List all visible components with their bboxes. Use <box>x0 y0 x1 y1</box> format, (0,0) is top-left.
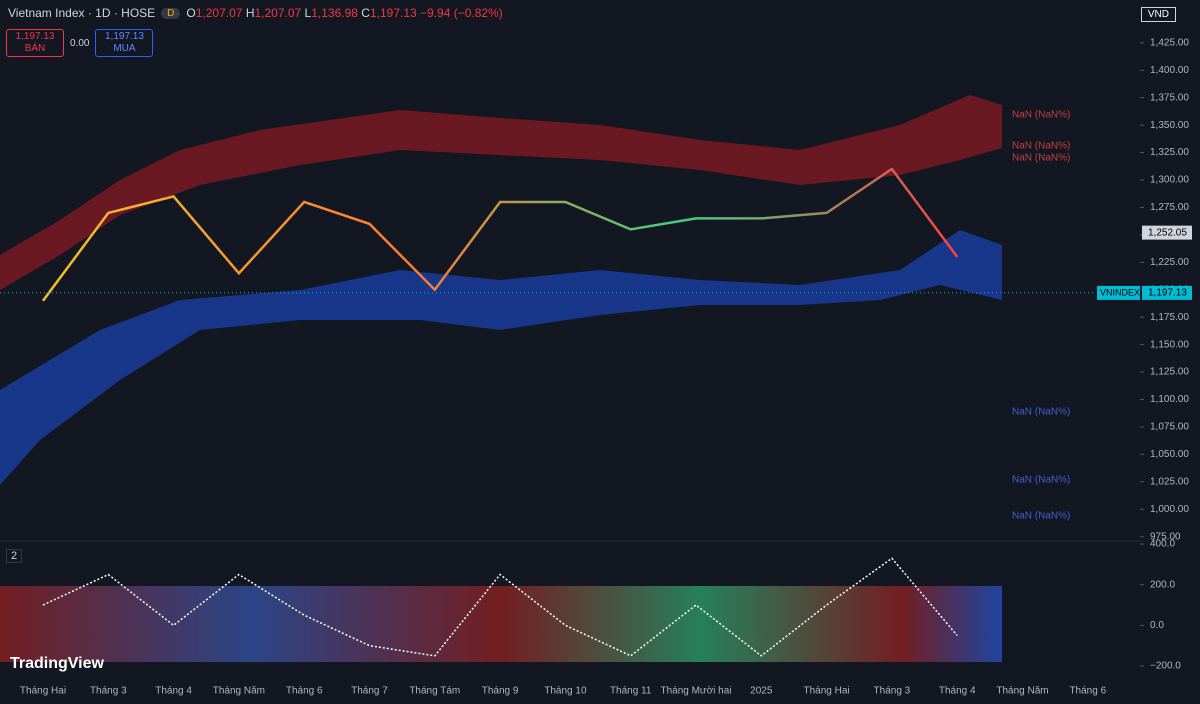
price-line <box>41 167 959 302</box>
y-tick-label: 1,050.00 <box>1150 449 1189 460</box>
last-price-axis-tag <box>1142 285 1192 300</box>
y-tick-label: −200.0 <box>1150 661 1181 672</box>
y-tick-label: 1,225.00 <box>1150 257 1189 268</box>
x-tick-label: Tháng 6 <box>286 686 323 697</box>
ma-tag <box>1142 225 1192 240</box>
y-tick-label: 1,025.00 <box>1150 476 1189 487</box>
sell-button[interactable]: 1,197.13 BÁN <box>6 29 64 57</box>
header: Vietnam Index · 1D · HOSE D O1,207.07 H1… <box>8 6 503 20</box>
trade-buttons: 1,197.13 BÁN 0.00 1,197.13 MUA <box>6 29 154 57</box>
last-price-label: 1,197.13 <box>1148 288 1187 299</box>
oscillator-heatmap <box>0 586 1002 662</box>
ohlc-key: C <box>361 6 370 20</box>
ohlc-value: 1,207.07 <box>195 6 243 20</box>
x-tick-label: Tháng 7 <box>351 686 388 697</box>
sell-label: BÁN <box>24 43 46 54</box>
x-tick-label: Tháng 6 <box>1069 686 1106 697</box>
y-tick-label: 1,300.00 <box>1150 175 1189 186</box>
x-tick-label: Tháng 4 <box>155 686 192 697</box>
ohlc-value: 1,136.98 <box>311 6 358 20</box>
y-tick-label: 1,075.00 <box>1150 422 1189 433</box>
y-tick-label: 975.00 <box>1150 531 1181 542</box>
ohlc-value: 1,207.07 <box>254 6 302 20</box>
brand: TradingView <box>10 655 104 672</box>
ohlc-value: 1,197.13 <box>369 6 417 20</box>
support-band <box>0 230 1002 485</box>
x-tick-label: 2025 <box>750 686 773 697</box>
ohlc-key: O <box>186 6 196 20</box>
interval-badge[interactable]: D <box>161 7 181 19</box>
annotation: NaN (NaN%) <box>1012 407 1070 418</box>
x-tick-label: Tháng 3 <box>90 686 127 697</box>
sell-price: 1,197.13 <box>15 31 55 42</box>
x-tick-label: Tháng 3 <box>874 686 911 697</box>
y-tick-label: 200.0 <box>1150 579 1175 590</box>
y-tick-label: 1,125.00 <box>1150 367 1189 378</box>
x-tick-label: Tháng Hai <box>20 686 66 697</box>
buy-label: MUA <box>113 43 136 54</box>
buy-button[interactable]: 1,197.13 MUA <box>95 29 154 57</box>
spread: 0.00 <box>70 37 90 49</box>
ohlc-key: H <box>245 6 255 20</box>
x-tick-label: Tháng Năm <box>996 686 1048 697</box>
x-tick-label: Tháng 10 <box>544 686 587 697</box>
y-tick-label: 1,150.00 <box>1150 339 1189 350</box>
y-tick-label: 1,100.00 <box>1150 394 1189 405</box>
resistance-band <box>0 95 1002 290</box>
price-line <box>42 557 958 657</box>
annotation: NaN (NaN%) <box>1012 153 1070 164</box>
x-tick-label: Tháng 4 <box>939 686 976 697</box>
pane-toggle[interactable]: 2 <box>6 549 23 563</box>
y-tick-label: 1,400.00 <box>1150 65 1189 76</box>
annotation: NaN (NaN%) <box>1012 475 1070 486</box>
annotation: NaN (NaN%) <box>1012 511 1070 522</box>
ohlc: O1,207.07 H1,207.07 L1,136.98 C1,197.13 … <box>186 6 502 20</box>
buy-price: 1,197.13 <box>105 31 144 42</box>
x-tick-label: Tháng Mười hai <box>660 686 731 697</box>
last-price-name: VNINDEX <box>1100 287 1140 297</box>
y-tick-label: 0.0 <box>1150 620 1164 631</box>
annotation: NaN (NaN%) <box>1012 110 1070 121</box>
x-tick-label: Tháng Tám <box>409 686 460 697</box>
y-tick-label: 1,425.00 <box>1150 37 1189 48</box>
x-tick-label: Tháng Năm <box>213 686 265 697</box>
ohlc-key: L <box>304 6 312 20</box>
change: −9.94 (−0.82%) <box>420 6 503 20</box>
ma-label: 1,252.05 <box>1148 227 1187 238</box>
annotation: NaN (NaN%) <box>1012 141 1070 152</box>
last-price-tag <box>1097 285 1140 300</box>
x-tick-label: Tháng 9 <box>482 686 519 697</box>
y-tick-label: 1,375.00 <box>1150 92 1189 103</box>
x-tick-label: Tháng Hai <box>804 686 850 697</box>
currency-button[interactable]: VND <box>1140 7 1176 22</box>
y-tick-label: 1,325.00 <box>1150 147 1189 158</box>
y-tick-label: 1,000.00 <box>1150 504 1189 515</box>
y-tick-label: 1,350.00 <box>1150 120 1189 131</box>
y-tick-label: 1,175.00 <box>1150 312 1189 323</box>
x-tick-label: Tháng 11 <box>610 686 652 697</box>
symbol[interactable]: Vietnam Index · 1D · HOSE <box>8 6 156 20</box>
y-tick-label: 1,275.00 <box>1150 202 1189 213</box>
y-tick-label: 400.0 <box>1150 539 1175 550</box>
